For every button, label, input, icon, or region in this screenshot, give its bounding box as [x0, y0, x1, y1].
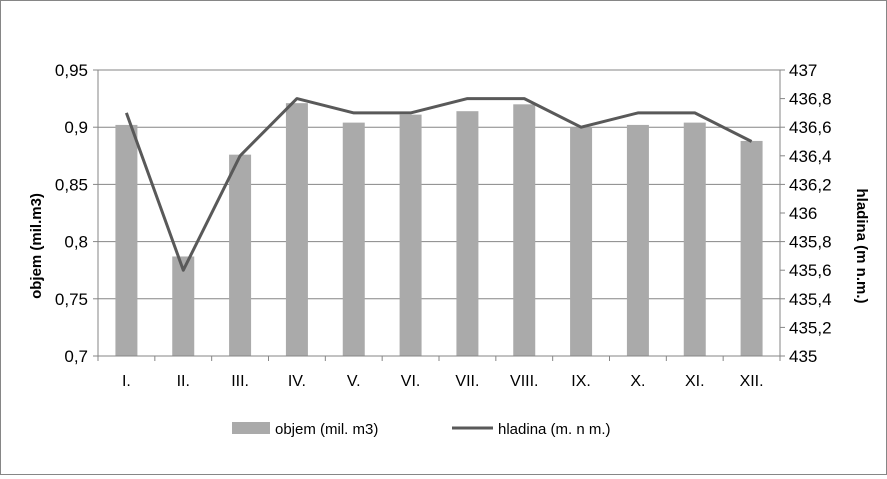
right-tick-label: 435,8 — [789, 233, 832, 252]
gridlines — [98, 69, 780, 300]
right-tick-label: 436 — [789, 204, 817, 223]
bar — [570, 127, 593, 356]
right-tick-label: 435,2 — [789, 318, 832, 337]
bar — [115, 124, 138, 356]
right-tick-label: 437 — [789, 61, 817, 80]
bar — [342, 122, 365, 357]
x-tick-label: I. — [122, 373, 131, 390]
right-tick-label: 435 — [789, 347, 817, 366]
left-tick-label: 0,75 — [55, 290, 88, 309]
bar — [456, 111, 479, 357]
right-tick-label: 435,6 — [789, 261, 832, 280]
right-tick-label: 436,2 — [789, 175, 832, 194]
x-tick-label: IX. — [571, 373, 591, 390]
bar — [172, 256, 195, 356]
legend-swatch-objem — [232, 422, 270, 434]
left-tick-label: 0,7 — [64, 347, 88, 366]
legend-label-hladina: hladina (m. n m.) — [498, 421, 611, 438]
right-tick-label: 436,8 — [789, 90, 832, 109]
bar-series — [115, 103, 763, 357]
bar — [513, 104, 536, 356]
left-tick-label: 0,8 — [64, 233, 88, 252]
right-tick-label: 436,6 — [789, 118, 832, 137]
line-path — [124, 97, 753, 272]
right-axis-ticks: 435 435,2 435,4 435,6 435,8 436 436,2 436,4 436,… — [780, 61, 832, 366]
x-tick-label: VI. — [401, 373, 421, 390]
legend-label-objem: objem (mil. m3) — [275, 421, 378, 438]
x-tick-label: II. — [177, 373, 190, 390]
bar — [683, 122, 706, 357]
x-tick-label: VII. — [455, 373, 479, 390]
right-tick-label: 435,4 — [789, 290, 832, 309]
x-tick-label: V. — [347, 373, 361, 390]
left-axis-label: objem (mil.m3) — [28, 193, 45, 299]
legend: objem (mil. m3) hladina (m. n m.) — [232, 421, 611, 438]
x-tick-label: X. — [630, 373, 645, 390]
bar — [285, 103, 308, 357]
x-tick-label: IV. — [288, 373, 306, 390]
x-tick-label: XI. — [685, 373, 705, 390]
left-tick-label: 0,85 — [55, 175, 88, 194]
bar — [740, 140, 763, 356]
x-tick-label: VIII. — [510, 373, 538, 390]
bar — [626, 124, 649, 356]
left-tick-label: 0,9 — [64, 118, 88, 137]
bar — [229, 154, 252, 356]
x-tick-label: III. — [231, 373, 249, 390]
right-axis-label: hladina (m n.m.) — [853, 188, 870, 303]
bar — [399, 114, 422, 356]
x-tick-label: XII. — [740, 373, 764, 390]
right-tick-label: 436,4 — [789, 147, 832, 166]
left-axis-ticks: 0,7 0,75 0,8 0,85 0,9 0,95 — [55, 61, 98, 366]
x-axis-ticks: I. II. III. IV. V. VI. VII. VIII. IX. X. XI. XII. — [97, 356, 781, 390]
line-series — [124, 97, 753, 272]
left-tick-label: 0,95 — [55, 61, 88, 80]
